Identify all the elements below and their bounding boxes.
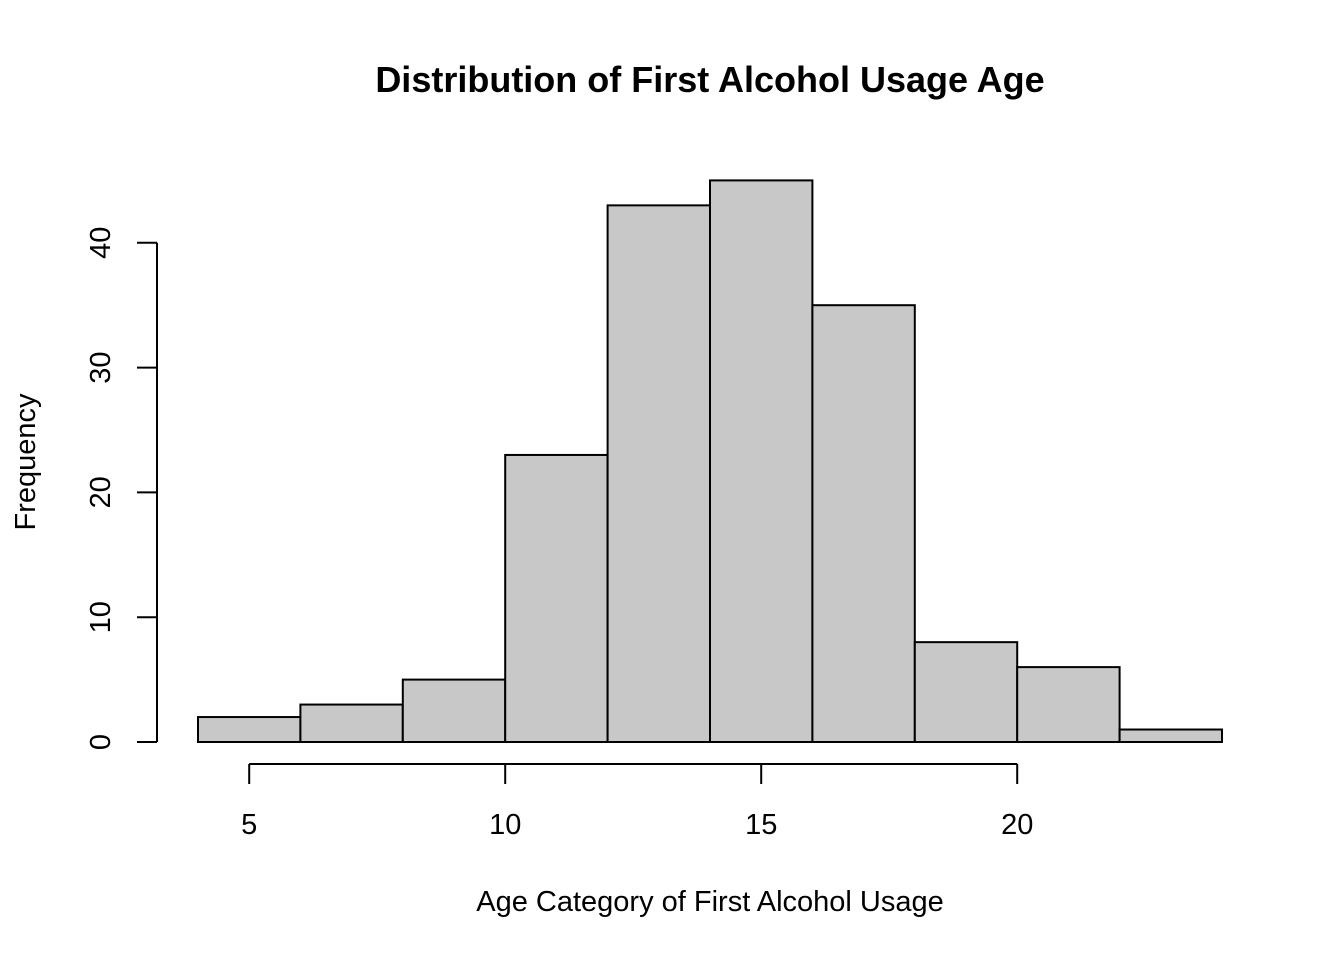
histogram-bar: [1118, 728, 1223, 744]
x-axis-label: Age Category of First Alcohol Usage: [476, 886, 943, 918]
x-tick-label: 10: [489, 809, 521, 841]
y-tick-label: 0: [85, 734, 117, 750]
y-axis-label: Frequency: [10, 393, 42, 531]
x-axis: 5 10 15 20: [241, 763, 1033, 841]
histogram-bar: [709, 179, 814, 743]
histogram-bar: [504, 453, 609, 743]
y-tick-label: 30: [85, 351, 117, 383]
y-tick-label: 40: [85, 227, 117, 259]
y-tick-label: 20: [85, 476, 117, 508]
x-tick-label: 20: [1001, 809, 1033, 841]
chart-title: Distribution of First Alcohol Usage Age: [375, 59, 1044, 100]
y-tick-label: 10: [85, 601, 117, 633]
y-axis: 0 10 20 30 40: [85, 227, 158, 750]
histogram-bar: [913, 641, 1019, 743]
histogram-bar: [401, 678, 507, 743]
histogram-bar: [299, 703, 404, 743]
histogram-bar: [811, 304, 916, 743]
x-tick-label: 5: [241, 809, 257, 841]
x-tick-label: 15: [745, 809, 777, 841]
histogram-bar: [1016, 666, 1121, 743]
histogram-bar: [197, 716, 302, 743]
bars-group: [197, 179, 1223, 744]
histogram-bar: [606, 204, 711, 744]
